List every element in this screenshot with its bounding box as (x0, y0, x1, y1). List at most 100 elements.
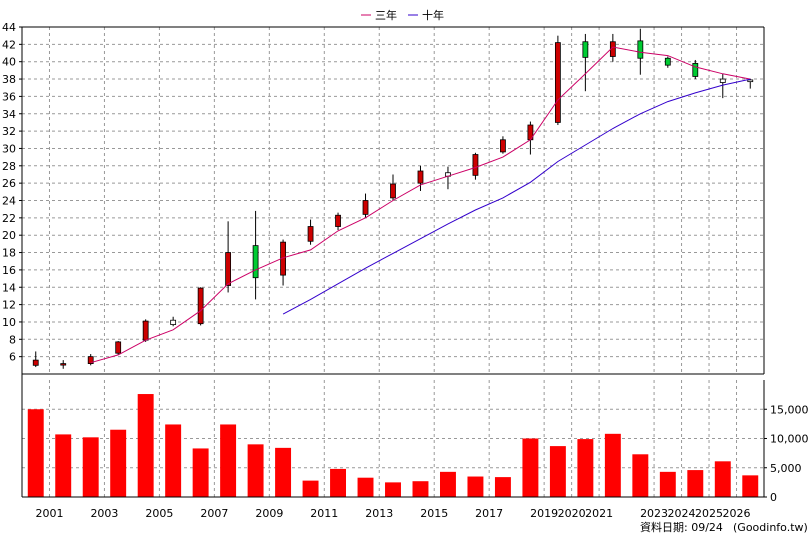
x-tick-label: 2013 (365, 507, 393, 520)
candle-body (60, 363, 67, 366)
volume-bar (494, 477, 511, 497)
candle-body (362, 200, 369, 215)
volume-bar (192, 448, 209, 497)
volume-bar (247, 444, 264, 497)
x-tick-label: 2017 (475, 507, 503, 520)
price-tick-label: 12 (2, 299, 16, 312)
volume-bar (110, 429, 127, 497)
price-tick-label: 26 (2, 177, 16, 190)
price-tick-label: 20 (2, 229, 16, 242)
legend-label-10year: 十年 (422, 8, 444, 22)
grid (22, 26, 764, 497)
price-tick-label: 8 (9, 333, 16, 346)
volume-bar (55, 434, 72, 497)
volume-bar (302, 480, 319, 497)
footer-site: (Goodinfo.tw) (733, 521, 808, 534)
price-tick-label: 28 (2, 160, 16, 173)
x-tick-label: 2015 (420, 507, 448, 520)
volume-bar (687, 470, 704, 497)
candle-body (197, 287, 204, 325)
volume-bar (549, 446, 566, 497)
candle-body (637, 40, 644, 59)
candle-body (747, 79, 754, 83)
price-tick-label: 18 (2, 247, 16, 260)
candle-body (170, 319, 177, 325)
x-tick-label: 2009 (255, 507, 283, 520)
volume-bar (165, 424, 182, 497)
x-tick-label: 2007 (200, 507, 228, 520)
volume-bar (467, 476, 484, 497)
price-tick-label: 34 (2, 108, 16, 121)
price-tick-label: 36 (2, 90, 16, 103)
candle-body (417, 170, 424, 184)
volume-bar (439, 471, 456, 497)
x-tick-label: 2020 (558, 507, 586, 520)
legend: 三年 十年 (361, 8, 444, 22)
price-tick-label: 10 (2, 316, 16, 329)
volume-bar (412, 481, 429, 497)
volume-tick-label: 0 (770, 491, 777, 504)
price-tick-label: 24 (2, 195, 16, 208)
volume-bar (577, 439, 594, 497)
volume-bar (357, 477, 374, 497)
volume-bar (330, 468, 347, 497)
volume-tick-label: 5,000 (770, 462, 802, 475)
candle-body (664, 57, 671, 66)
x-tick-label: 2001 (35, 507, 63, 520)
legend-label-3year: 三年 (375, 8, 397, 22)
volume-bar (220, 424, 237, 497)
x-tick-label: 2026 (723, 507, 751, 520)
volume-bar (604, 433, 621, 497)
x-tick-label: 2003 (90, 507, 118, 520)
volume-bar (742, 475, 759, 497)
volume-tick-label: 10,000 (770, 433, 808, 446)
x-tick-label: 2011 (310, 507, 338, 520)
candle-body (115, 341, 122, 354)
volume-bar (82, 437, 99, 497)
price-tick-label: 38 (2, 73, 16, 86)
candle-body (692, 63, 699, 77)
price-tick-label: 44 (2, 21, 16, 34)
footer-date: 資料日期: 09/24 (640, 520, 723, 534)
price-tick-label: 40 (2, 56, 16, 69)
volume-bar (714, 461, 731, 497)
price-tick-label: 32 (2, 125, 16, 138)
candle-body (307, 226, 314, 242)
x-tick-label: 2021 (585, 507, 613, 520)
volume-tick-label: 15,000 (770, 403, 808, 416)
price-tick-label: 22 (2, 212, 16, 225)
volume-bar (137, 394, 154, 497)
candle-body (582, 41, 589, 58)
price-tick-label: 16 (2, 264, 16, 277)
volume-bar (385, 482, 401, 497)
candle-body (335, 214, 341, 227)
frame (19, 26, 767, 498)
candle-body (87, 356, 94, 364)
x-tick-label: 2023 (640, 507, 668, 520)
volume-bar (659, 471, 676, 497)
candle-body (500, 139, 506, 153)
price-tick-label: 42 (2, 38, 16, 51)
ma-3year-line (90, 46, 751, 364)
moving-averages (90, 46, 751, 364)
axes: 6 8 10 12 14 16 18 20 22 24 26 28 30 32 34 36 38 40 42 44 0 5… (2, 21, 808, 520)
candle-body (225, 252, 232, 286)
volume-bars (27, 394, 759, 497)
candle-body (32, 359, 39, 366)
candles (32, 28, 754, 369)
candle-body (252, 245, 259, 279)
volume-bar (27, 409, 44, 497)
x-tick-label: 2024 (668, 507, 696, 520)
price-tick-label: 30 (2, 142, 16, 155)
candle-body (719, 78, 726, 83)
price-tick-label: 6 (9, 351, 16, 364)
candle-body (554, 42, 561, 123)
volume-bar (275, 447, 292, 497)
candle-body (472, 154, 479, 176)
ma-10year-line (282, 78, 751, 315)
price-tick-label: 14 (2, 281, 16, 294)
candle-body (390, 183, 396, 199)
volume-bar (522, 438, 539, 497)
volume-bar (632, 454, 649, 497)
